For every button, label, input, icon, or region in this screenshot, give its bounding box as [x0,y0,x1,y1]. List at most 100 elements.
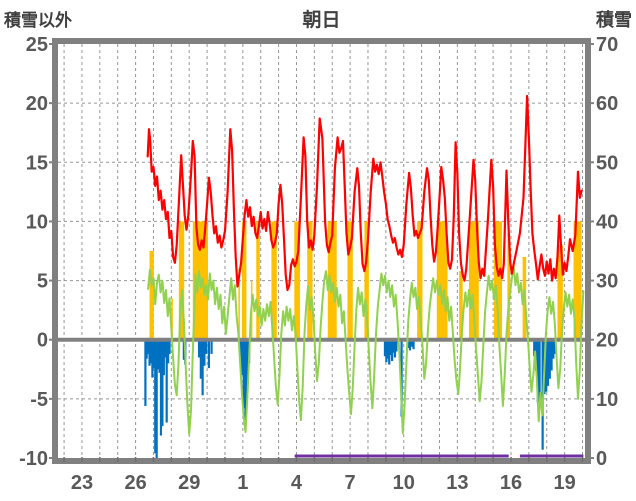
left-axis-tick-label: 5 [37,271,48,293]
precip-bar [408,339,412,351]
precip-bar [152,339,155,369]
sunshine-bar [294,221,301,340]
sunshine-bar [436,221,448,340]
precip-bar [157,339,160,370]
precip-bar [400,339,403,417]
precip-bar [197,339,201,358]
precip-bar [393,339,397,358]
left-axis-tick-label: 25 [26,34,48,56]
precip-bar [164,339,167,358]
precip-bar [161,339,164,427]
precip-bar [392,339,395,353]
precip-bar [210,339,213,354]
precip-bar [159,339,163,436]
right-axis-label: 積雪 [596,10,632,30]
left-axis-tick-label: 0 [37,330,48,352]
right-axis-tick-label: 40 [596,211,618,233]
right-axis-tick-label: 30 [596,271,618,293]
x-axis-tick-label: 16 [500,472,522,494]
x-axis-tick-label: 7 [345,472,356,494]
precip-bar [168,339,171,354]
precip-bar [182,339,185,360]
left-axis-tick-label: -5 [30,389,48,411]
precip-bar [550,339,553,371]
sunshine-bar [271,221,277,340]
chart-title: 朝日 [302,10,341,31]
precip-bar [158,339,161,373]
precip-bar [154,339,157,454]
precip-bar [165,339,168,423]
precip-bar [246,339,249,393]
sunshine-bar [327,221,337,340]
right-axis-tick-label: 70 [596,34,618,56]
precip-bar [410,339,413,347]
precip-bar [167,339,170,364]
left-axis-tick-label: -10 [19,448,48,470]
sunshine-bar [307,221,313,340]
sunshine-bar [459,271,463,340]
precip-bar [144,339,147,406]
left-axis-tick-label: 15 [26,152,48,174]
plot-border [52,38,591,464]
precip-bar [546,339,550,386]
precip-bar [383,339,387,357]
sunshine-bar [347,221,353,340]
sunshine-bar [507,233,511,340]
sunshine-bar [417,221,423,340]
left-axis-tick-label: 20 [26,93,48,115]
sunshine-bar [256,221,260,340]
sunshine-bar [468,221,479,340]
sunshine-bar [573,221,582,340]
left-axis-tick-label: 10 [26,211,48,233]
right-axis-tick-label: 20 [596,330,618,352]
right-axis-tick-label: 60 [596,93,618,115]
x-axis-tick-label: 26 [124,472,146,494]
x-axis-tick-label: 13 [446,472,468,494]
precip-bar [207,339,210,369]
x-axis-tick-label: 29 [178,472,200,494]
x-axis-tick-label: 10 [393,472,415,494]
sunshine-bar [364,221,369,340]
precip-bar [386,339,389,359]
sunshine-bar [149,251,154,340]
precip-bar [538,339,541,406]
precip-bar [385,339,388,363]
precip-bar [146,339,150,354]
precip-bar [391,339,394,362]
x-axis-tick-label: 1 [237,472,248,494]
green-series-line [147,265,585,436]
right-axis-tick-label: 10 [596,389,618,411]
sunshine-bar [557,245,563,340]
precip-bar [389,339,392,356]
sunshine-bar [238,268,240,340]
precip-bar [412,339,415,350]
precip-bar [388,339,391,365]
precip-bar [203,339,206,366]
precip-bar [205,339,208,354]
sunshine-bar [241,221,247,340]
x-axis-tick-label: 4 [291,472,303,494]
precip-bar [162,339,165,376]
precip-bar [149,339,153,364]
precip-bar [395,339,398,352]
precip-bar [155,339,158,463]
precip-bar [533,339,536,357]
right-axis-tick-label: 0 [596,448,607,470]
precip-bar [199,339,202,379]
precip-bar [552,339,555,359]
left-axis-label: 積雪以外 [4,11,72,30]
sunshine-bar [178,221,185,340]
precip-bar [240,339,244,376]
red-series-line [146,94,583,292]
x-axis-tick-label: 19 [553,472,575,494]
sunshine-bar [494,221,503,340]
precip-bar [145,339,148,359]
precip-bar [151,339,154,378]
sunshine-bar [171,298,173,340]
precip-bar [545,339,548,392]
precip-bar [242,339,245,409]
precip-bar [148,339,151,366]
right-axis-tick-label: 50 [596,152,618,174]
